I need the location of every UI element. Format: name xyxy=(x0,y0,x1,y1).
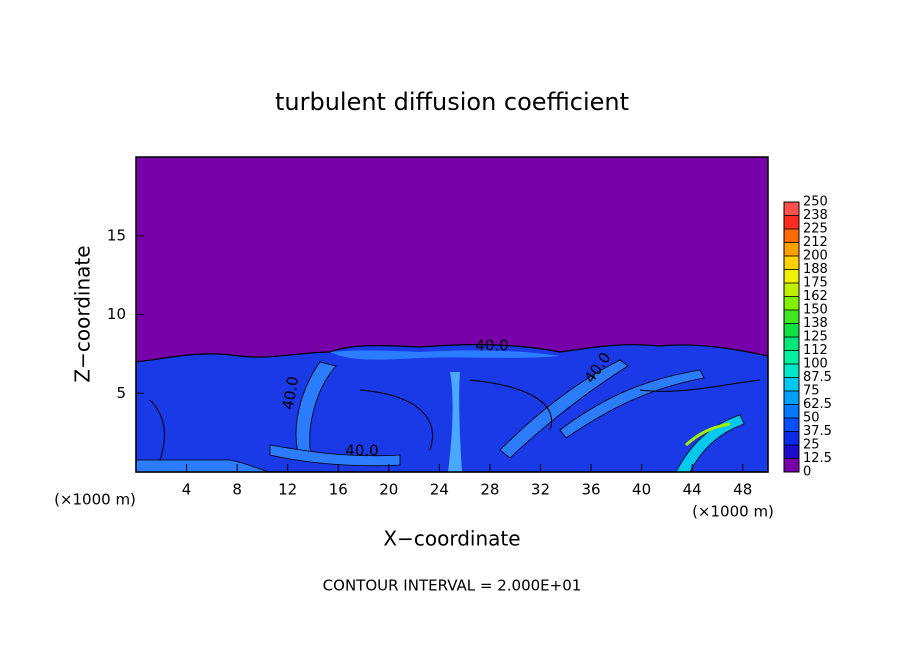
colorbar-band xyxy=(784,445,799,459)
colorbar-label: 112 xyxy=(803,343,828,358)
colorbar-label: 175 xyxy=(803,276,828,291)
colorbar-label: 238 xyxy=(803,208,828,223)
colorbar-label: 212 xyxy=(803,235,828,250)
colorbar-label: 162 xyxy=(803,289,828,304)
colorbar-label: 100 xyxy=(803,357,828,372)
colorbar-label: 37.5 xyxy=(803,424,832,439)
x-tick-label: 20 xyxy=(379,481,398,499)
colorbar-label: 138 xyxy=(803,316,828,331)
colorbar-band xyxy=(784,242,799,256)
x-unit: (×1000 m) xyxy=(692,503,774,521)
y-tick-label: 15 xyxy=(107,226,126,244)
colorbar-label: 188 xyxy=(803,262,828,277)
x-tick-label: 32 xyxy=(531,481,550,499)
y-axis-label: Z−coordinate xyxy=(71,245,95,382)
x-tick-label: 24 xyxy=(430,481,449,499)
colorbar-band xyxy=(784,391,799,405)
footer: CONTOUR INTERVAL = 2.000E+01 xyxy=(323,577,582,595)
colorbar-label: 225 xyxy=(803,222,828,237)
colorbar-band xyxy=(784,323,799,337)
x-tick-label: 36 xyxy=(581,481,600,499)
colorbar-band xyxy=(784,310,799,324)
colorbar-band xyxy=(784,215,799,229)
colorbar-band xyxy=(784,296,799,310)
colorbar-label: 200 xyxy=(803,249,828,264)
colorbar-band xyxy=(784,256,799,270)
colorbar-band xyxy=(784,229,799,243)
colorbar-band xyxy=(784,431,799,445)
colorbar-label: 50 xyxy=(803,411,820,426)
colorbar-band xyxy=(784,337,799,351)
x-tick-label: 44 xyxy=(683,481,702,499)
colorbar-label: 12.5 xyxy=(803,451,832,466)
colorbar-band xyxy=(784,202,799,216)
x-axis-label: X−coordinate xyxy=(383,527,520,551)
colorbar-label: 25 xyxy=(803,438,820,453)
colorbar-band xyxy=(784,283,799,297)
colorbar-band xyxy=(784,418,799,432)
x-tick-label: 28 xyxy=(480,481,499,499)
x-tick-label: 48 xyxy=(733,481,752,499)
colorbar-label: 87.5 xyxy=(803,370,832,385)
colorbar-label: 250 xyxy=(803,195,828,210)
colorbar-band xyxy=(784,404,799,418)
x-unit: (×1000 m) xyxy=(54,491,136,509)
colorbar-band xyxy=(784,377,799,391)
colorbar-label: 0 xyxy=(803,465,811,480)
colorbar-band xyxy=(784,269,799,283)
colorbar-label: 62.5 xyxy=(803,397,832,412)
contour-label: 40.0 xyxy=(279,375,303,411)
colorbar-label: 150 xyxy=(803,303,828,318)
colorbar-band xyxy=(784,458,799,472)
contour-label: 40.0 xyxy=(475,337,508,355)
x-tick-label: 8 xyxy=(232,481,242,499)
colorbar-label: 75 xyxy=(803,384,820,399)
colorbar-band xyxy=(784,364,799,378)
colorbar-band xyxy=(784,350,799,364)
y-tick-label: 10 xyxy=(107,305,126,323)
x-tick-label: 4 xyxy=(182,481,192,499)
x-tick-label: 12 xyxy=(278,481,297,499)
y-tick-label: 5 xyxy=(116,384,126,402)
x-tick-label: 16 xyxy=(329,481,348,499)
colorbar-label: 125 xyxy=(803,330,828,345)
x-tick-label: 40 xyxy=(632,481,651,499)
chart-title: turbulent diffusion coefficient xyxy=(275,88,629,116)
field xyxy=(135,157,769,473)
contour-label: 40.0 xyxy=(345,442,378,460)
